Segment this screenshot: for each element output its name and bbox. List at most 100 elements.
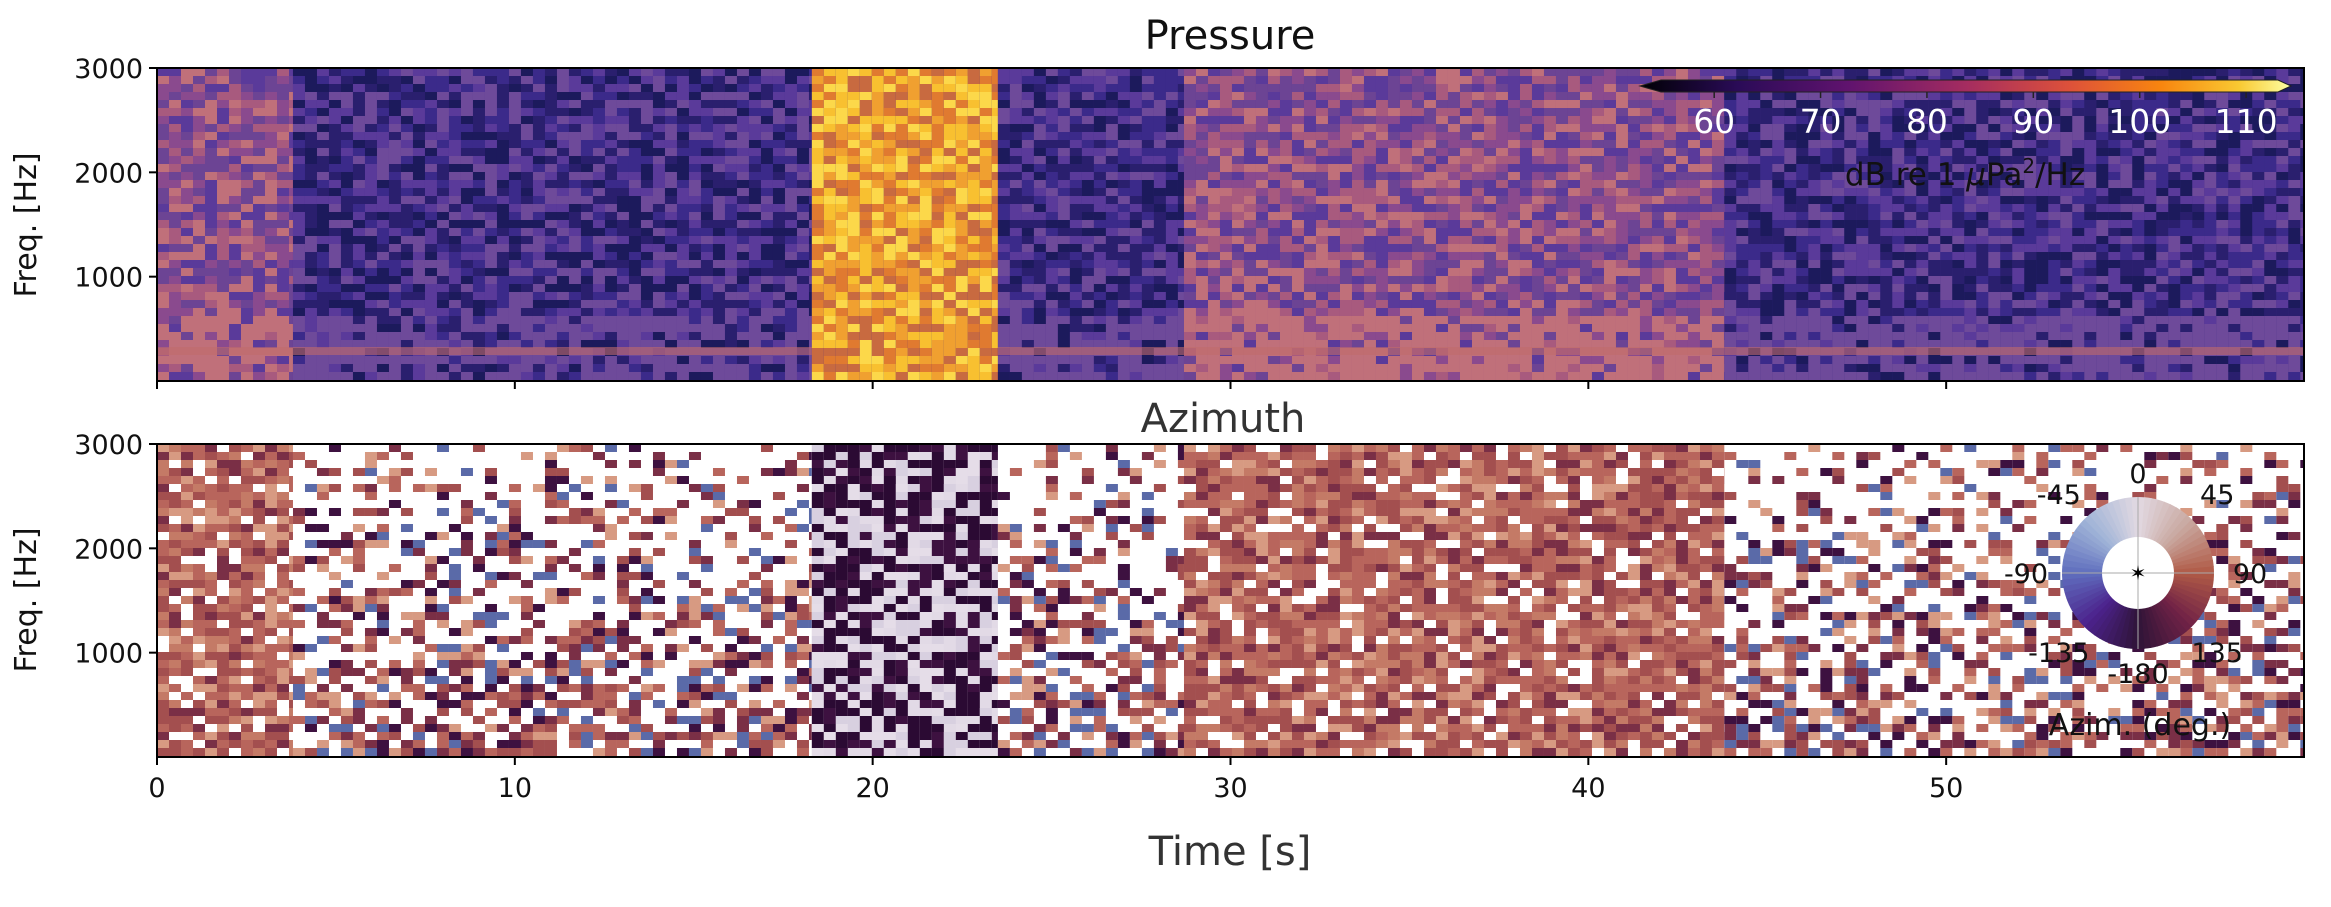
pressure-cell [1339,292,1352,300]
pressure-cell [700,292,713,300]
pressure-cell [316,356,329,364]
pressure-cell [997,116,1010,124]
pressure-cell [1105,292,1118,300]
pressure-cell [1231,108,1244,116]
pressure-cell [1603,76,1616,84]
pressure-cell [376,196,389,204]
pressure-cell [760,220,773,228]
pressure-cell [1591,156,1604,164]
pressure-cell [364,204,377,212]
pressure-cell [1483,236,1496,244]
pressure-cell [991,68,998,76]
pressure-cell [1435,228,1448,236]
pressure-cell [1195,364,1208,372]
pressure-cell [1411,196,1424,204]
pressure-cell [1093,148,1106,156]
pressure-cell [1483,124,1496,132]
pressure-cell [823,364,836,372]
pressure-cell [1471,252,1484,260]
pressure-cell [1303,140,1316,148]
pressure-cell [1279,116,1292,124]
pressure-cell [1531,108,1544,116]
pressure-cell [1447,188,1460,196]
pressure-cell [1363,172,1376,180]
pressure-cell [289,172,293,180]
pressure-cell [328,236,341,244]
pressure-cell [1375,196,1388,204]
pressure-cell [1351,236,1364,244]
pressure-cell [1267,244,1280,252]
pressure-cell [388,332,401,340]
pressure-cell [424,268,437,276]
pressure-cell [253,140,265,148]
pressure-cell [1447,164,1460,172]
pressure-cell [871,340,884,348]
pressure-cell [772,364,785,372]
pressure-cell [784,260,797,268]
pressure-cell [532,204,545,212]
pressure-cell [1411,324,1424,332]
pressure-cell [1195,284,1208,292]
pressure-cell [448,292,461,300]
pressure-cell [1531,172,1544,180]
pressure-cell [169,108,181,116]
pressure-cell [871,292,884,300]
pressure-cell [265,164,277,172]
pressure-cell [205,116,217,124]
pressure-cell [265,180,277,188]
pressure-cell [364,356,377,364]
pressure-cell [1303,148,1316,156]
pressure-cell [1375,188,1388,196]
pressure-cell [277,236,289,244]
pressure-cell [1363,100,1376,108]
pressure-cell [997,356,1010,364]
pressure-cell [1105,164,1118,172]
pressure-cell [760,316,773,324]
pressure-cell [304,180,317,188]
pressure-cell [784,92,797,100]
pressure-cell [1483,196,1496,204]
pressure-cell [520,156,533,164]
pressure-cell [652,220,665,228]
pressure-cell [1033,284,1046,292]
pressure-cell [1423,172,1436,180]
pressure-cell [1195,244,1208,252]
pressure-cell [304,140,317,148]
pressure-cell [1423,308,1436,316]
pressure-cell [1231,364,1244,372]
pressure-cell [205,204,217,212]
pressure-cell [760,188,773,196]
pressure-cell [1153,108,1166,116]
pressure-cell [700,196,713,204]
pressure-cell [1177,212,1184,220]
pressure-cell [616,220,629,228]
pressure-cell [532,68,545,76]
pressure-cell [193,340,205,348]
pressure-cell [664,116,677,124]
pressure-cell [907,108,920,116]
pressure-cell [580,148,593,156]
pressure-cell [1045,164,1058,172]
pressure-cell [748,164,761,172]
pressure-cell [1243,220,1256,228]
pressure-cell [859,260,872,268]
pressure-cell [1423,188,1436,196]
pressure-cell [1471,132,1484,140]
pressure-cell [712,364,725,372]
pressure-cell [592,164,605,172]
pressure-cell [1351,284,1364,292]
pressure-cell [508,172,521,180]
pressure-cell [1105,300,1118,308]
pressure-cell [943,356,956,364]
pressure-cell [943,116,956,124]
pressure-cell [871,356,884,364]
pressure-cell [1093,124,1106,132]
pressure-cell [1009,164,1022,172]
pressure-cell [1507,140,1520,148]
pressure-cell [217,132,229,140]
pressure-cell [652,316,665,324]
pressure-cell [1165,340,1178,348]
pressure-cell [1363,236,1376,244]
pressure-cell [193,196,205,204]
pressure-cell [1339,204,1352,212]
